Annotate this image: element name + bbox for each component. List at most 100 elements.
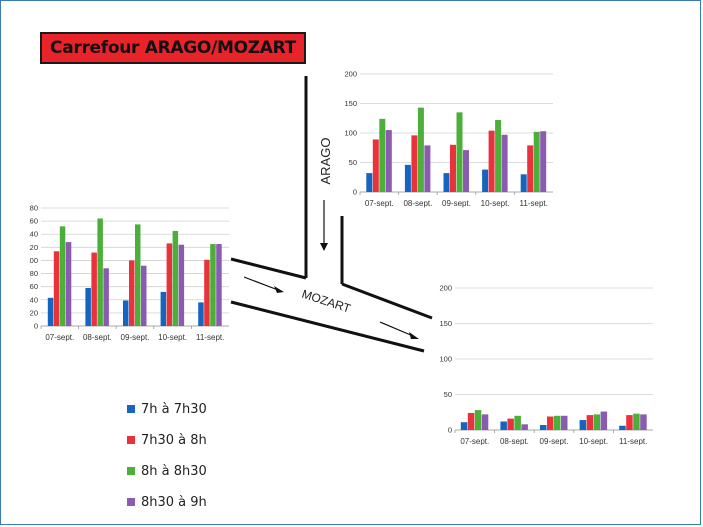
bar bbox=[540, 425, 547, 430]
y-tick-label: 50 bbox=[444, 390, 452, 399]
x-tick-label: 08-sept. bbox=[500, 437, 529, 445]
bar bbox=[579, 420, 587, 430]
y-tick-label: 150 bbox=[439, 319, 452, 328]
x-tick-label: 10-sept. bbox=[158, 333, 187, 342]
bar bbox=[65, 242, 72, 326]
bar bbox=[160, 291, 167, 326]
legend-swatch bbox=[127, 467, 135, 475]
bar bbox=[123, 300, 129, 326]
bar bbox=[417, 107, 424, 192]
bar bbox=[178, 244, 185, 326]
y-tick-label: 200 bbox=[344, 70, 357, 79]
y-tick-label: 100 bbox=[29, 256, 38, 265]
x-tick-label: 10-sept. bbox=[579, 437, 608, 445]
bar bbox=[482, 169, 489, 192]
bar bbox=[59, 226, 66, 326]
bar bbox=[554, 415, 561, 430]
legend-item: 7h30 à 8h bbox=[127, 432, 207, 448]
bar bbox=[481, 414, 489, 430]
flow-arrow-mozart-head bbox=[409, 332, 419, 339]
bar bbox=[514, 415, 521, 430]
bar bbox=[404, 164, 411, 192]
flow-arrow-mozart bbox=[379, 321, 414, 337]
bar bbox=[488, 130, 495, 192]
x-tick-label: 07-sept. bbox=[45, 333, 74, 342]
legend-label: 7h à 7h30 bbox=[141, 401, 207, 417]
y-tick-label: 50 bbox=[349, 158, 357, 167]
bar bbox=[533, 131, 540, 192]
bar bbox=[198, 302, 204, 326]
bar bbox=[586, 415, 594, 430]
legend-swatch bbox=[127, 498, 135, 506]
legend-swatch bbox=[127, 405, 135, 413]
legend-item: 8h30 à 9h bbox=[127, 494, 207, 510]
y-tick-label: 60 bbox=[30, 282, 38, 291]
legend-label: 7h30 à 8h bbox=[141, 432, 207, 448]
bar bbox=[366, 173, 373, 192]
y-tick-label: 0 bbox=[353, 188, 357, 197]
bar bbox=[600, 411, 608, 430]
bar bbox=[456, 112, 463, 192]
bar bbox=[141, 265, 147, 326]
x-tick-label: 09-sept. bbox=[121, 333, 150, 342]
bar bbox=[172, 230, 179, 326]
legend-item: 7h à 7h30 bbox=[127, 401, 207, 417]
bar bbox=[500, 421, 507, 430]
y-tick-label: 140 bbox=[29, 230, 38, 239]
bar bbox=[97, 218, 103, 326]
bar bbox=[103, 268, 109, 326]
bar bbox=[91, 252, 97, 326]
road-edge-right-upper bbox=[341, 282, 433, 320]
chart-mozart: 0 50 100 150 200 07-sept. 08-sept. 09-sept. 10-s… bbox=[439, 284, 653, 445]
bar bbox=[540, 131, 547, 192]
page-title: Carrefour ARAGO/MOZART bbox=[40, 32, 306, 64]
y-tick-label: 120 bbox=[29, 243, 38, 252]
chart-left: 0 20 40 60 80 100 120 140 160 180 07-sept. 08-sept.… bbox=[29, 204, 229, 342]
bar bbox=[450, 144, 456, 192]
road-edge-upper bbox=[230, 257, 307, 280]
x-tick-label: 09-sept. bbox=[540, 437, 569, 445]
x-tick-label: 09-sept. bbox=[442, 199, 471, 208]
bar bbox=[411, 135, 418, 192]
bar bbox=[204, 259, 210, 326]
y-tick-label: 0 bbox=[448, 426, 452, 435]
bar bbox=[593, 414, 601, 430]
legend-label: 8h30 à 9h bbox=[141, 494, 207, 510]
y-tick-label: 40 bbox=[30, 295, 38, 304]
y-tick-label: 180 bbox=[29, 204, 38, 213]
bar bbox=[372, 139, 379, 192]
legend-label: 8h à 8h30 bbox=[141, 463, 207, 479]
y-tick-label: 80 bbox=[30, 269, 38, 278]
x-tick-label: 11-sept. bbox=[520, 199, 548, 208]
bar bbox=[501, 134, 508, 192]
bar bbox=[47, 297, 54, 326]
bar bbox=[166, 243, 173, 326]
bar bbox=[507, 418, 514, 430]
bar bbox=[619, 425, 626, 430]
x-tick-label: 08-sept. bbox=[83, 333, 112, 342]
bar bbox=[467, 412, 475, 430]
road-edge-lower bbox=[230, 300, 425, 353]
bar bbox=[216, 244, 222, 326]
x-tick-label: 10-sept. bbox=[481, 199, 510, 208]
street-label-mozart: MOZART bbox=[300, 287, 353, 316]
bar bbox=[527, 145, 534, 192]
flow-arrow-in bbox=[243, 276, 279, 291]
y-tick-label: 0 bbox=[34, 322, 38, 331]
bar bbox=[520, 174, 527, 192]
bar bbox=[53, 251, 60, 326]
bar bbox=[385, 130, 392, 192]
bar bbox=[379, 118, 386, 192]
street-label-arago: ARAGO bbox=[318, 138, 333, 185]
x-tick-label: 08-sept. bbox=[403, 199, 432, 208]
bar bbox=[521, 424, 528, 430]
bar bbox=[210, 244, 216, 326]
y-tick-label: 150 bbox=[344, 99, 357, 108]
y-tick-label: 200 bbox=[439, 284, 452, 293]
flow-arrow-in-head bbox=[274, 286, 284, 293]
flow-arrow-arago-head bbox=[320, 243, 328, 251]
bar bbox=[626, 415, 633, 430]
bar bbox=[443, 173, 450, 192]
bar bbox=[640, 414, 647, 430]
